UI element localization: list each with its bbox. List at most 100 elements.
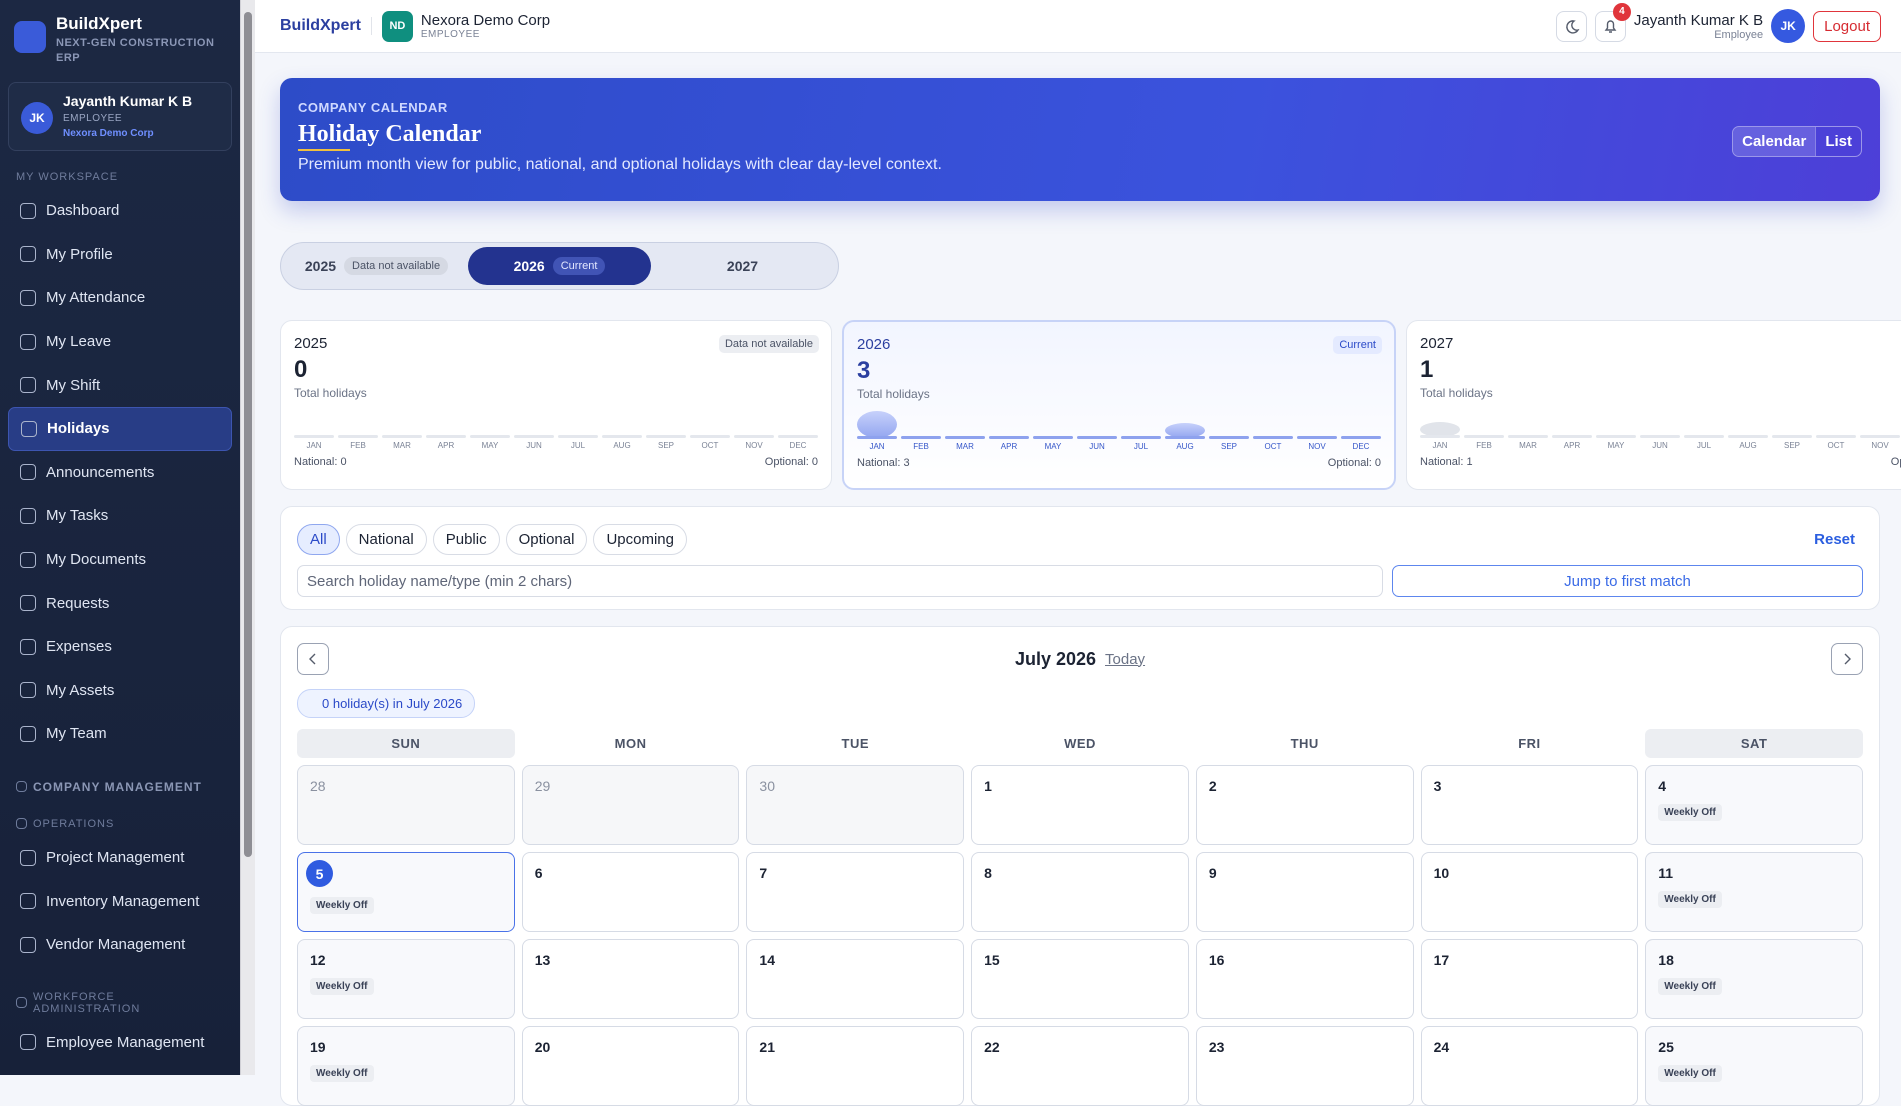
card-badge: Data not available — [718, 335, 819, 353]
day-cell[interactable]: 18 Weekly Off — [1645, 939, 1863, 1019]
day-cell[interactable]: 7 — [746, 852, 965, 932]
nav-item[interactable]: Expenses — [8, 625, 232, 669]
filter-chip[interactable]: All — [297, 524, 340, 555]
year-tab[interactable]: 2026 Current — [468, 247, 651, 285]
nav-item[interactable]: Geo Fencing — [8, 1064, 232, 1075]
day-cell[interactable]: 23 — [1195, 1026, 1414, 1106]
nav-item[interactable]: Inventory Management — [8, 879, 232, 923]
day-cell[interactable]: 9 — [1195, 852, 1414, 932]
day-cell[interactable]: 6 — [521, 852, 740, 932]
day-tag: Weekly Off — [1658, 1065, 1722, 1082]
year-cards: 2025 Data not available 0 Total holidays JAN… — [280, 320, 1901, 490]
day-cell[interactable]: 20 — [521, 1026, 740, 1106]
day-cell[interactable]: 5 Weekly Off — [297, 852, 515, 932]
day-cell[interactable]: 13 — [521, 939, 740, 1019]
day-cell[interactable]: 1 — [971, 765, 1189, 845]
day-cell[interactable]: 25 Weekly Off — [1645, 1026, 1863, 1106]
national-count: National: 0 — [294, 456, 347, 468]
day-cell[interactable]: 29 — [521, 765, 740, 845]
weekday: THU — [1290, 736, 1319, 751]
day-cell[interactable]: 17 — [1420, 939, 1639, 1019]
jump-button[interactable]: Jump to first match — [1392, 565, 1863, 597]
month-label: APR — [1563, 441, 1581, 450]
month-line — [1209, 436, 1249, 439]
nav-item[interactable]: Vendor Management — [8, 923, 232, 967]
filter-chip[interactable]: Public — [432, 524, 500, 555]
nav-icon — [20, 464, 36, 481]
day-cell[interactable]: 19 Weekly Off — [297, 1026, 515, 1106]
day-number: 13 — [534, 952, 551, 968]
tab-year: 2025 — [304, 258, 337, 274]
filter-chip[interactable]: Optional — [505, 524, 588, 555]
day-cell[interactable]: 2 — [1195, 765, 1414, 845]
nav-item[interactable]: My Profile — [8, 233, 232, 277]
today-link[interactable]: Today — [1105, 650, 1146, 668]
nav-item[interactable]: My Leave — [8, 320, 232, 364]
weekday: MON — [614, 736, 647, 751]
day-cell[interactable]: 10 — [1420, 852, 1639, 932]
reset-button[interactable]: Reset — [1814, 531, 1855, 548]
day-cell[interactable]: 30 — [746, 765, 965, 845]
year-card[interactable]: 2025 Data not available 0 Total holidays JAN… — [280, 320, 832, 490]
filter-chip[interactable]: National — [345, 524, 427, 555]
month-line — [857, 436, 897, 439]
nav-icon — [21, 420, 37, 437]
day-cell[interactable]: 21 — [746, 1026, 965, 1106]
nav-label: Announcements — [46, 463, 155, 481]
theme-toggle[interactable] — [1555, 10, 1587, 42]
month-col: MAR — [1508, 410, 1548, 450]
topbar: BuildXpert ND Nexora Demo Corp EMPLOYEE … — [255, 0, 1901, 53]
logout-button[interactable]: Logout — [1813, 10, 1881, 42]
day-cell[interactable]: 15 — [971, 939, 1189, 1019]
day-cell[interactable]: 14 — [746, 939, 965, 1019]
day-number: 14 — [759, 952, 775, 968]
nav-item[interactable]: Holidays — [8, 406, 232, 451]
nav-label: My Leave — [46, 333, 112, 351]
nav-item[interactable]: My Shift — [8, 363, 232, 407]
month-col: NOV — [1860, 410, 1900, 450]
nav-item[interactable]: My Documents — [8, 538, 232, 582]
day-cell[interactable]: 8 — [971, 852, 1189, 932]
day-cell[interactable]: 3 — [1420, 765, 1639, 845]
nav-item[interactable]: Requests — [8, 581, 232, 625]
month-col: JUN — [1077, 411, 1117, 451]
notifications[interactable]: 4 — [1594, 2, 1631, 42]
day-cell[interactable]: 16 — [1195, 939, 1414, 1019]
search-input[interactable]: Search holiday name/type (min 2 chars) — [297, 565, 1383, 597]
nav-item[interactable]: Dashboard — [8, 189, 232, 233]
prev-month[interactable] — [297, 643, 329, 675]
filter-chip[interactable]: Upcoming — [593, 524, 687, 555]
day-cell[interactable]: 28 — [297, 765, 515, 845]
view-button[interactable]: List — [1815, 127, 1861, 156]
month-label: FEB — [913, 442, 929, 451]
day-number: 19 — [310, 1039, 326, 1055]
nav-item[interactable]: Announcements — [8, 451, 232, 495]
next-month[interactable] — [1831, 643, 1863, 675]
day-cell[interactable]: 22 — [971, 1026, 1189, 1106]
day-cell[interactable]: 4 Weekly Off — [1645, 765, 1863, 845]
nav-item[interactable]: My Attendance — [8, 276, 232, 320]
nav-item[interactable]: My Tasks — [8, 494, 232, 538]
month-col: SEP — [646, 410, 686, 450]
nav-icon — [20, 246, 36, 263]
weekday: WED — [1064, 736, 1096, 751]
year-tab[interactable]: 2027 — [651, 247, 834, 285]
day-cell[interactable]: 11 Weekly Off — [1645, 852, 1863, 932]
nav-label: Holidays — [47, 420, 110, 438]
view-button[interactable]: Calendar — [1733, 127, 1816, 156]
top-avatar[interactable]: JK — [1771, 9, 1806, 43]
month-label: JUN — [1089, 442, 1105, 451]
topbar-brand[interactable]: BuildXpert — [280, 17, 372, 35]
month-line — [602, 435, 642, 438]
nav-item[interactable]: My Team — [8, 712, 232, 756]
day-cell[interactable]: 12 Weekly Off — [297, 939, 515, 1019]
year-tab[interactable]: 2025 Data not available — [285, 247, 468, 285]
nav-item[interactable]: Employee Management — [8, 1021, 232, 1065]
month-line — [1165, 436, 1205, 439]
year-card[interactable]: 2027 1 Total holidays JAN FEB MAR APR MAY JUN JUL… — [1406, 320, 1901, 490]
year-card[interactable]: 2026 Current 3 Total holidays JAN FEB MAR APR MA… — [842, 320, 1396, 490]
nav-item[interactable]: My Assets — [8, 669, 232, 713]
day-cell[interactable]: 24 — [1420, 1026, 1639, 1106]
weekday: SAT — [1645, 729, 1863, 758]
nav-item[interactable]: Project Management — [8, 836, 232, 880]
